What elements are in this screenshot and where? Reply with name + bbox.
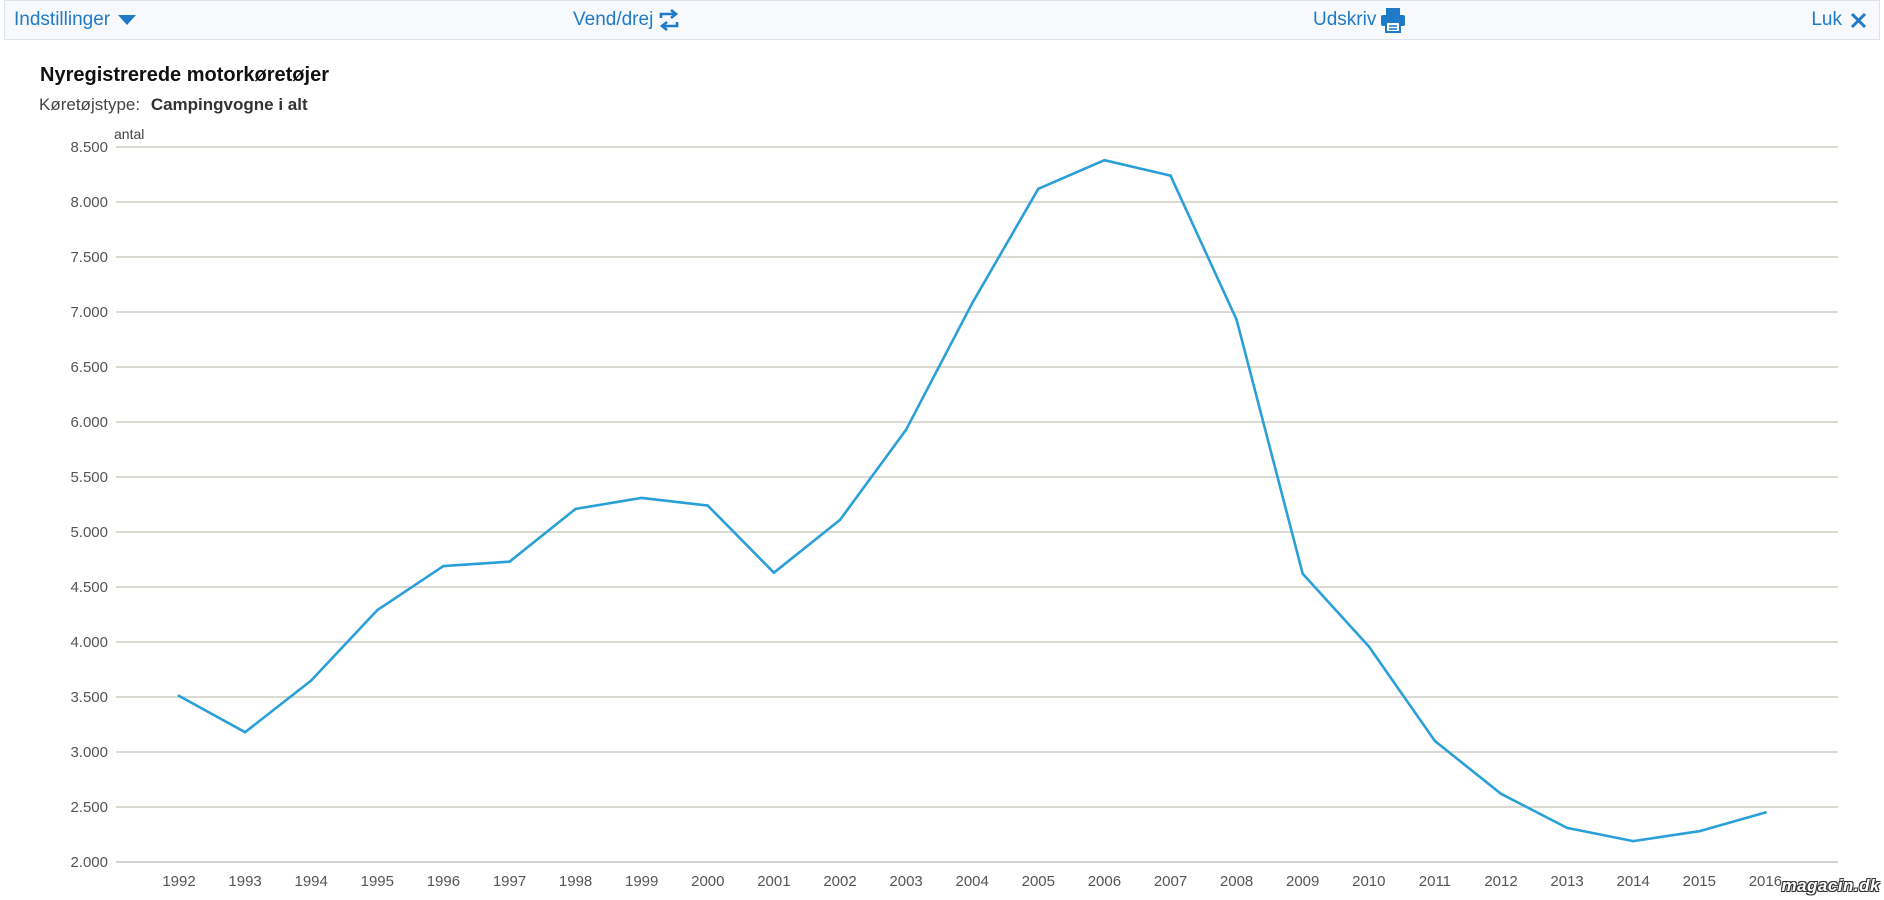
y-tick-label: 8.000: [70, 194, 108, 211]
x-tick-label: 1996: [427, 873, 460, 890]
data-point: [1169, 174, 1172, 177]
chart-title: Nyregistrerede motorkøretøjer: [40, 64, 329, 86]
data-point: [1433, 739, 1437, 743]
x-tick-label: 1997: [493, 873, 526, 890]
data-point: [508, 560, 511, 563]
close-label: Luk: [1811, 9, 1842, 30]
close-button[interactable]: Luk: [1811, 1, 1867, 39]
rotate-button[interactable]: Vend/drej: [573, 1, 680, 39]
data-point: [1103, 158, 1106, 162]
y-tick-label: 4.000: [70, 634, 108, 651]
x-tick-label: 2011: [1419, 873, 1451, 890]
data-point: [706, 504, 710, 507]
y-tick-label: 2.500: [70, 799, 108, 816]
data-point: [1301, 572, 1304, 576]
x-tick-label: 1993: [228, 873, 261, 890]
caret-down-icon: [118, 15, 137, 25]
data-point: [904, 428, 908, 432]
data-point: [309, 679, 313, 682]
x-tick-label: 2009: [1286, 873, 1319, 890]
x-tick-label: 2014: [1617, 873, 1650, 890]
subtitle-label: Køretøjstype:: [39, 95, 141, 114]
settings-label: Indstillinger: [14, 9, 111, 30]
print-label: Udskriv: [1313, 9, 1377, 30]
x-tick-label: 2016: [1749, 873, 1782, 890]
x-tick-label: 2012: [1484, 873, 1517, 890]
y-tick-label: 2.000: [70, 854, 108, 871]
x-tick-label: 2013: [1550, 873, 1583, 890]
x-tick-label: 2001: [757, 873, 790, 890]
y-tick-label: 6.000: [70, 414, 108, 431]
y-tick-label: 5.500: [70, 469, 108, 486]
data-point: [772, 571, 776, 574]
subtitle-value: Campingvogne i alt: [150, 95, 308, 114]
data-point: [1037, 187, 1040, 191]
printer-icon: [1381, 8, 1406, 33]
x-tick-label: 2005: [1022, 873, 1055, 890]
y-tick-label: 7.000: [70, 304, 108, 321]
y-tick-label: 7.500: [70, 249, 108, 266]
y-tick-label: 4.500: [70, 579, 108, 596]
y-tick-label: 6.500: [70, 359, 108, 376]
y-tick-label: 8.500: [70, 139, 108, 156]
x-tick-label: 2006: [1088, 873, 1121, 890]
x-tick-label: 1999: [625, 873, 658, 890]
data-point: [243, 730, 247, 734]
subtitle-row: Køretøjstype: Campingvogne i alt: [39, 95, 308, 115]
y-tick-label: 3.000: [70, 744, 108, 761]
y-tick-label: 3.500: [70, 689, 108, 706]
data-point: [1698, 829, 1701, 833]
y-axis-label: antal: [114, 126, 144, 142]
close-icon: [1850, 12, 1867, 28]
x-tick-label: 1998: [559, 873, 592, 890]
toolbar: Indstillinger Vend/drej Udskriv Luk: [4, 0, 1880, 40]
x-tick-label: 2015: [1683, 873, 1716, 890]
data-point: [442, 564, 445, 568]
x-tick-label: 2010: [1352, 873, 1385, 890]
rotate-icon: [659, 9, 679, 31]
data-point: [574, 507, 577, 511]
x-tick-label: 1995: [361, 873, 394, 890]
data-point: [640, 496, 643, 500]
data-point: [1367, 645, 1371, 648]
data-point: [1499, 792, 1503, 796]
data-point: [376, 608, 379, 612]
x-tick-label: 1994: [295, 873, 328, 890]
print-button[interactable]: Udskriv: [1313, 1, 1406, 39]
x-tick-label: 2003: [889, 873, 922, 890]
x-tick-label: 2002: [823, 873, 856, 890]
data-point: [177, 694, 181, 698]
data-point: [838, 518, 842, 522]
data-point: [970, 301, 974, 305]
data-point: [1235, 318, 1238, 322]
x-tick-label: 2004: [956, 873, 989, 890]
rotate-label: Vend/drej: [573, 9, 654, 30]
data-point: [1764, 811, 1767, 814]
x-tick-label: 2008: [1220, 873, 1253, 890]
y-tick-label: 5.000: [70, 524, 108, 541]
x-tick-label: 1992: [162, 873, 195, 890]
settings-button[interactable]: Indstillinger: [14, 1, 137, 39]
data-point: [1565, 826, 1569, 830]
x-tick-label: 2000: [691, 873, 724, 890]
series-line: [177, 158, 1767, 843]
x-tick-label: 2007: [1154, 873, 1187, 890]
watermark: magacin.dk: [1781, 876, 1880, 895]
data-point: [1631, 839, 1635, 843]
